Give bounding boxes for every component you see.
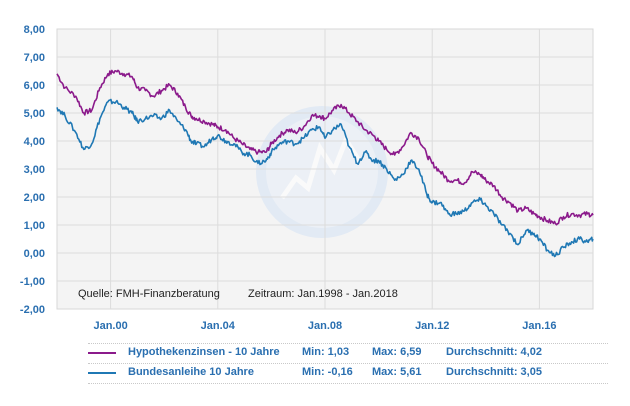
legend-row-hypothek: Hypothekenzinsen - 10 Jahre Min: 1,03 Ma… [88,344,608,362]
legend-min: Min: 1,03 [302,346,350,358]
y-tick-label: 8,00 [24,24,45,36]
x-tick-label: Jan.12 [415,320,449,332]
y-tick-label: 4,00 [24,136,45,148]
legend-max: Max: 6,59 [372,346,422,358]
source-note: Quelle: FMH-Finanzberatung [78,288,220,300]
legend-max: Max: 5,61 [372,366,422,378]
series-line-1 [56,69,594,226]
y-tick-label: 5,00 [24,108,45,120]
x-tick-label: Jan.00 [93,320,127,332]
y-tick-label: 0,00 [24,248,45,260]
legend-average: Durchschnitt: 4,02 [446,346,542,358]
y-tick-label: -1,00 [20,276,45,288]
y-tick-label: -2,00 [20,304,45,316]
grid-lines [57,29,593,309]
legend-series-name: Hypothekenzinsen - 10 Jahre [128,346,280,358]
legend-separator [88,343,608,344]
legend-min: Min: -0,16 [302,366,353,378]
series-lines [56,69,594,258]
x-tick-label: Jan.04 [201,320,236,332]
y-tick-label: 3,00 [24,164,45,176]
legend-swatch-hypothek [88,352,116,354]
legend-swatch-bundesanleihe [88,372,116,374]
y-tick-label: 7,00 [24,52,45,64]
x-tick-label: Jan.16 [522,320,556,332]
y-tick-label: 2,00 [24,192,45,204]
watermark-logo [256,106,388,238]
series-line-2 [56,98,594,258]
period-note: Zeitraum: Jan.1998 - Jan.2018 [248,288,398,300]
x-tick-label: Jan.08 [308,320,342,332]
legend-average: Durchschnitt: 3,05 [446,366,542,378]
y-axis-ticks: 8,00 7,00 6,00 5,00 4,00 3,00 2,00 1,00 0,00 -1,0… [20,24,45,316]
legend-separator [88,383,608,384]
legend-separator [88,363,608,364]
legend-row-bundesanleihe: Bundesanleihe 10 Jahre Min: -0,16 Max: 5… [88,364,608,382]
y-tick-label: 6,00 [24,80,45,92]
x-axis-ticks: Jan.00 Jan.04 Jan.08 Jan.12 Jan.16 [93,320,556,332]
y-tick-label: 1,00 [24,220,45,232]
legend-series-name: Bundesanleihe 10 Jahre [128,366,254,378]
